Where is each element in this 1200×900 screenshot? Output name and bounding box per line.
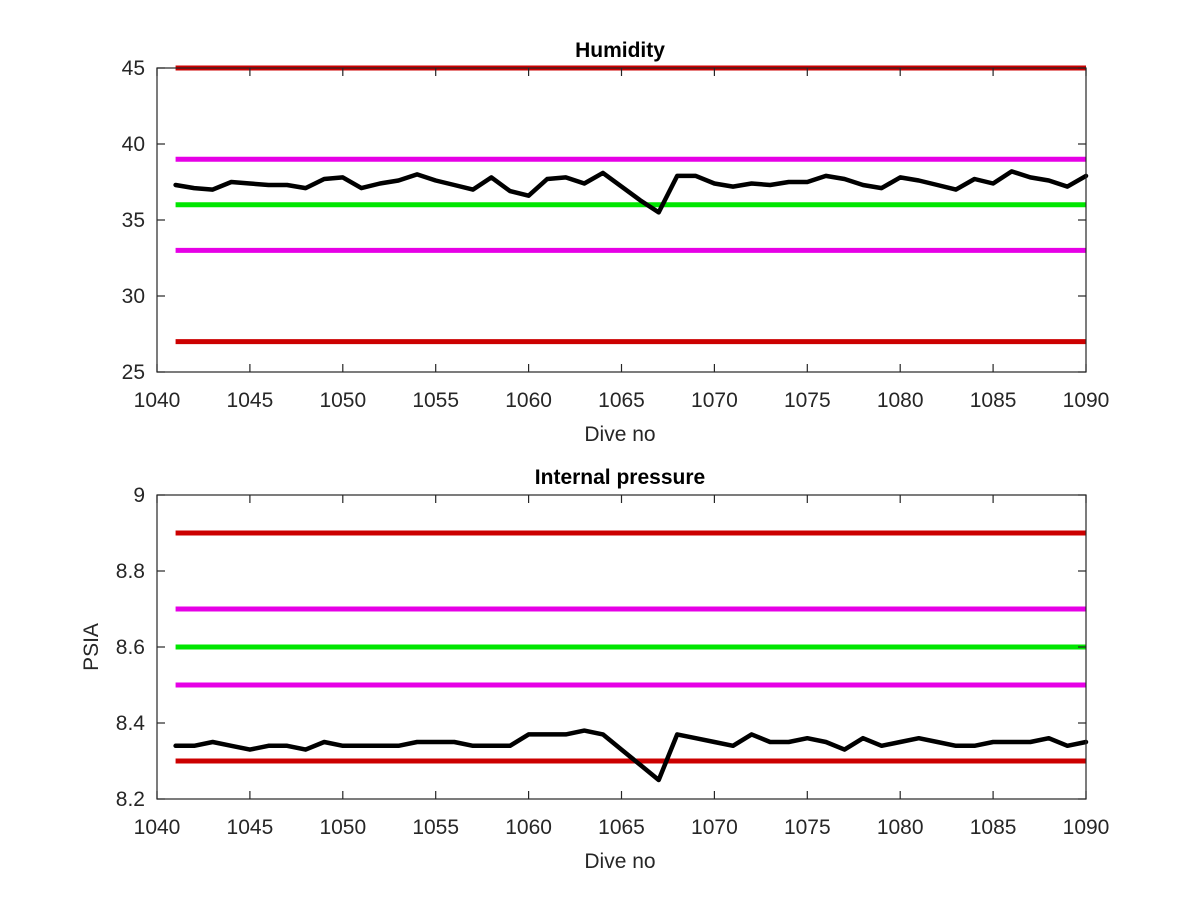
internal-pressure-xtick-label: 1080 [877, 816, 924, 839]
internal-pressure-ytick-label: 8.8 [116, 560, 145, 583]
humidity-xtick-label: 1065 [598, 389, 645, 412]
internal-pressure-title: Internal pressure [535, 466, 705, 489]
humidity-ytick-label: 30 [122, 285, 145, 308]
internal-pressure-xtick-label: 1055 [412, 816, 459, 839]
humidity-xtick-label: 1055 [412, 389, 459, 412]
humidity-title: Humidity [575, 39, 665, 62]
internal-pressure-ylabel: PSIA [80, 623, 103, 671]
internal-pressure-ytick-label: 8.4 [116, 712, 146, 735]
internal-pressure-xtick-label: 1075 [784, 816, 831, 839]
internal-pressure-xtick-label: 1060 [505, 816, 552, 839]
internal-pressure-xtick-label: 1085 [970, 816, 1017, 839]
humidity-series-line-0 [173, 169, 1089, 215]
internal-pressure-series-line-0 [173, 728, 1089, 783]
humidity-xtick-label: 1040 [134, 389, 181, 412]
humidity-panel: Humidity Dive no 1040 1045 1050 1055 1060 106… [122, 39, 1110, 446]
internal-pressure-xtick-label: 1090 [1063, 816, 1110, 839]
humidity-xtick-label: 1080 [877, 389, 924, 412]
internal-pressure-xtick-label: 1065 [598, 816, 645, 839]
internal-pressure-panel: Internal pressure Dive no PSIA 1040 1045 1… [80, 466, 1109, 873]
internal-pressure-xtick-label: 1040 [134, 816, 181, 839]
humidity-xlabel: Dive no [584, 423, 655, 446]
humidity-xtick-label: 1050 [319, 389, 366, 412]
humidity-ytick-label: 45 [122, 57, 145, 80]
internal-pressure-ytick-label: 9 [133, 484, 145, 507]
internal-pressure-xtick-label: 1070 [691, 816, 738, 839]
humidity-ytick-label: 35 [122, 209, 145, 232]
internal-pressure-xtick-label: 1050 [319, 816, 366, 839]
humidity-ytick-label: 25 [122, 361, 145, 384]
humidity-xtick-label: 1090 [1063, 389, 1110, 412]
humidity-xtick-label: 1075 [784, 389, 831, 412]
humidity-xtick-label: 1085 [970, 389, 1017, 412]
internal-pressure-xtick-label: 1045 [227, 816, 274, 839]
internal-pressure-ytick-label: 8.2 [116, 788, 145, 811]
internal-pressure-ytick-label: 8.6 [116, 636, 145, 659]
humidity-xtick-label: 1070 [691, 389, 738, 412]
internal-pressure-xlabel: Dive no [584, 850, 655, 873]
humidity-ytick-label: 40 [122, 133, 145, 156]
humidity-xtick-label: 1045 [227, 389, 274, 412]
humidity-xtick-label: 1060 [505, 389, 552, 412]
